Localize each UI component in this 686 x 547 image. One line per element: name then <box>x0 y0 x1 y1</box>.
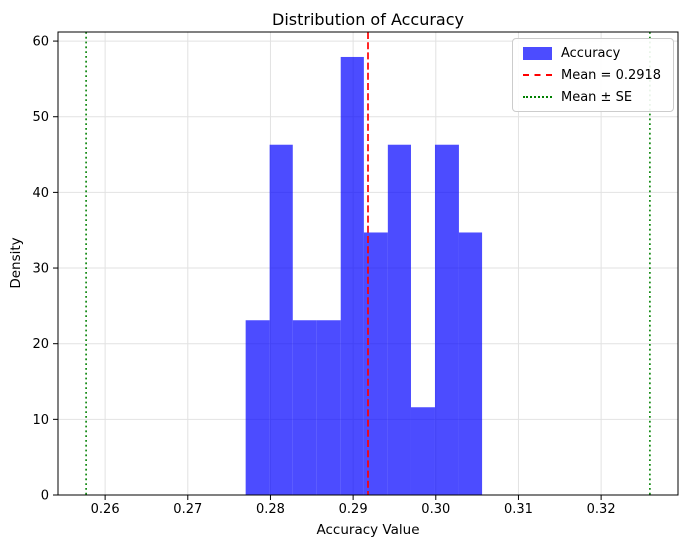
x-tick-label: 0.29 <box>339 502 368 517</box>
legend-item-mean: Mean = 0.2918 <box>523 67 663 83</box>
histogram-bar <box>410 407 435 495</box>
legend-label-mean: Mean = 0.2918 <box>561 67 662 83</box>
x-axis-label: Accuracy Value <box>316 522 420 538</box>
histogram-bar <box>269 144 293 495</box>
x-tick-label: 0.26 <box>91 502 120 517</box>
legend-item-accuracy: Accuracy <box>523 45 663 61</box>
legend: Accuracy Mean = 0.2918 Mean ± SE <box>512 38 674 112</box>
histogram-bar <box>316 320 341 495</box>
histogram-bar <box>292 320 317 495</box>
histogram-bar <box>363 232 388 495</box>
x-tick-label: 0.27 <box>173 502 202 517</box>
y-axis-label: Density <box>8 237 24 289</box>
y-tick-label: 50 <box>32 110 49 125</box>
histogram-bar <box>245 320 270 495</box>
y-tick-label: 20 <box>32 337 49 352</box>
histogram-bar <box>458 232 483 495</box>
y-tick-label: 0 <box>41 489 49 504</box>
legend-label-mean-se: Mean ± SE <box>561 89 633 105</box>
y-tick-label: 40 <box>32 186 49 201</box>
axes-frame <box>57 31 679 496</box>
x-tick-label: 0.30 <box>421 502 450 517</box>
y-tick-label: 60 <box>32 35 49 50</box>
blue-patch-swatch <box>523 46 552 60</box>
chart-title: Distribution of Accuracy <box>272 10 464 29</box>
histogram-bar <box>340 56 364 495</box>
green-dotted-line-swatch <box>523 96 552 98</box>
y-tick-label: 30 <box>32 262 49 277</box>
x-tick-label: 0.31 <box>504 502 533 517</box>
legend-item-mean-se: Mean ± SE <box>523 89 663 105</box>
histogram-bar <box>387 144 411 495</box>
histogram-bar <box>434 144 459 495</box>
y-tick-label: 10 <box>32 413 49 428</box>
legend-label-accuracy: Accuracy <box>561 45 621 61</box>
red-dashed-line-swatch <box>523 74 552 76</box>
x-tick-label: 0.28 <box>256 502 285 517</box>
x-tick-label: 0.32 <box>587 502 616 517</box>
